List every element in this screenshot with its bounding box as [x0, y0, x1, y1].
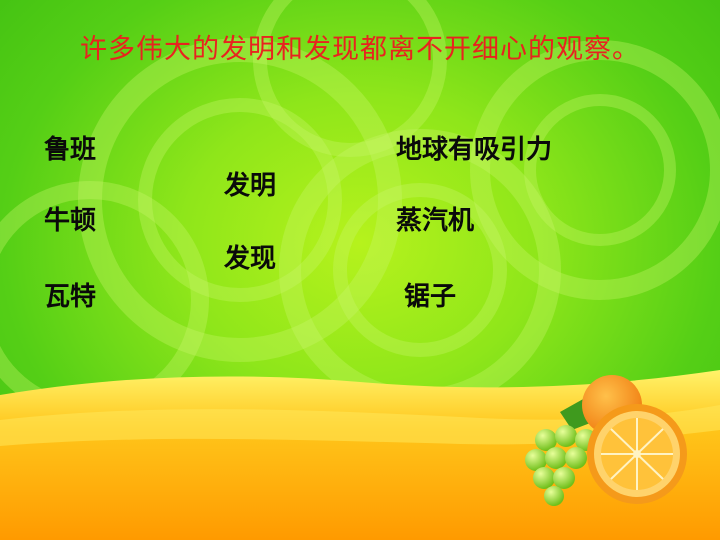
person-lu-ban: 鲁班 [44, 135, 97, 165]
person-watt: 瓦特 [44, 282, 97, 312]
item-gravity: 地球有吸引力 [396, 135, 553, 165]
orange-icon [582, 375, 687, 504]
person-newton: 牛顿 [44, 206, 97, 236]
slide-title: 许多伟大的发明和发现都离不开细心的观察。 [80, 34, 640, 65]
category-invention: 发明 [224, 171, 277, 201]
item-steam-engine: 蒸汽机 [396, 206, 475, 236]
item-saw: 锯子 [404, 282, 457, 312]
category-discovery: 发现 [224, 244, 277, 274]
